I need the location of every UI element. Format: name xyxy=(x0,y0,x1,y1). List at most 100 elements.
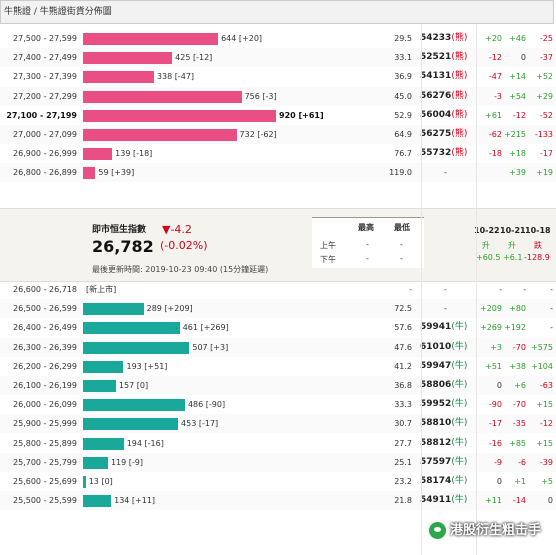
warrant-code-link[interactable]: 52521(熊) xyxy=(420,48,475,67)
high-header: 最高 xyxy=(358,223,374,232)
index-updated-time: 最後更新時間: 2019-10-23 09:40 (15分鐘延遲) xyxy=(92,265,269,274)
distance-pct: - xyxy=(409,285,412,294)
table-row[interactable]: 26,900 - 26,999 139 [-18] 76.7 55732(熊) -18 +… xyxy=(0,144,556,163)
warrant-code: 56275 xyxy=(420,129,452,139)
warrant-code-link[interactable]: 57597(牛) xyxy=(420,453,475,472)
distance-pct: 23.2 xyxy=(394,477,412,486)
daily-change: -9 xyxy=(494,457,502,467)
daily-change: - xyxy=(550,304,553,314)
table-row[interactable]: 26,600 - 26,718 [新上市] - - - - - xyxy=(0,280,556,299)
volume-bar xyxy=(83,495,112,508)
daily-change: +51 xyxy=(485,361,502,371)
warrant-code-link[interactable]: 54911(牛) xyxy=(420,491,475,510)
table-row[interactable]: 26,000 - 26,099 486 [-90] 33.3 59952(牛) -90-… xyxy=(0,395,556,414)
volume-label: 157 [0] xyxy=(118,381,149,390)
table-row[interactable]: 26,800 - 26,899 59 [+39] 119.0 - +39 +19 xyxy=(0,163,556,183)
price-range: 25,800 - 25,899 xyxy=(13,438,77,448)
distance-pct: 33.3 xyxy=(394,400,412,410)
wechat-icon xyxy=(428,521,447,540)
volume-label: [新上市] xyxy=(86,285,117,294)
price-range: 26,400 - 26,499 xyxy=(13,323,77,333)
daily-change: -35 xyxy=(512,419,526,429)
daily-change: -90 xyxy=(488,400,502,410)
table-row[interactable]: 26,500 - 26,599 289 [+209] 72.5 - +209 +80 - xyxy=(0,299,556,319)
daily-change: +269 xyxy=(480,323,502,333)
daily-change: - xyxy=(523,285,526,294)
low-header: 最低 xyxy=(394,223,410,232)
warrant-code: 58812 xyxy=(420,437,452,448)
warrant-code-link[interactable]: 58174(牛) xyxy=(420,472,475,491)
table-row[interactable]: 26,100 - 26,199 157 [0] 36.8 58806(牛) 0 +6 -63 xyxy=(0,376,556,395)
table-row[interactable]: 25,900 - 25,999 453 [-17] 30.7 58810(牛) -17-… xyxy=(0,414,556,434)
warrant-code-link[interactable]: 56004(熊) xyxy=(420,106,475,125)
daily-change: 0 xyxy=(496,381,502,390)
warrant-code-link[interactable]: 59952(牛) xyxy=(420,395,475,414)
warrant-type-tag: (牛) xyxy=(451,456,468,467)
price-range: 27,400 - 27,499 xyxy=(13,53,77,63)
table-row[interactable]: 25,500 - 25,599 134 [+11] 21.8 54911(牛) +11-… xyxy=(0,491,556,511)
table-row[interactable]: 27,000 - 27,099 732 [-62] 64.9 56275(熊) -62 +… xyxy=(0,125,556,144)
watermark: 港股衍生粗击手 xyxy=(428,518,545,544)
daily-change: -52 xyxy=(539,110,553,120)
volume-label: 193 [+51] xyxy=(126,361,168,371)
warrant-code-link[interactable]: 55732(熊) xyxy=(420,144,475,163)
warrant-code-link[interactable]: 56275(熊) xyxy=(420,125,475,144)
table-row[interactable]: 25,600 - 25,699 13 [0] 23.2 58174(牛) 0 +1 +5 xyxy=(0,472,556,491)
warrant-code-link[interactable]: 61010(牛) xyxy=(420,338,475,357)
warrant-code-link[interactable]: 54131(熊) xyxy=(420,67,475,86)
pm-label: 下午 xyxy=(320,255,336,264)
price-range: 26,200 - 26,299 xyxy=(13,361,77,371)
warrant-code: 59952 xyxy=(420,399,452,410)
volume-bar xyxy=(83,437,124,450)
table-row[interactable]: 27,200 - 27,299 756 [-3] 45.0 56276(熊) -3 +54… xyxy=(0,86,556,106)
table-row[interactable]: 27,300 - 27,399 338 [-47] 36.9 54131(熊) -47 +… xyxy=(0,67,556,86)
table-row[interactable]: 26,200 - 26,299 193 [+51] 41.2 59947(牛) +51 +… xyxy=(0,357,556,376)
warrant-code-link[interactable]: 58806(牛) xyxy=(420,376,475,395)
warrant-type-tag: (熊) xyxy=(451,90,468,101)
distance-pct: 76.7 xyxy=(394,149,412,159)
daily-change: +85 xyxy=(509,438,526,448)
table-row[interactable]: 26,300 - 26,399 507 [+3] 47.6 61010(牛) +3 -70… xyxy=(0,337,556,357)
table-row[interactable]: 26,400 - 26,499 461 [+269] 57.6 59941(牛) +26… xyxy=(0,318,556,337)
warrant-code: 59941 xyxy=(420,322,452,333)
daily-change: +192 xyxy=(504,323,526,333)
daily-change: +6 xyxy=(514,381,526,390)
warrant-code-link[interactable]: 58812(牛) xyxy=(420,434,475,453)
daily-change: +215 xyxy=(504,130,526,139)
table-row[interactable]: 27,400 - 27,499 425 [-12] 33.1 52521(熊) -12 0… xyxy=(0,48,556,68)
volume-label: 194 [-16] xyxy=(126,438,164,448)
table-row[interactable]: 25,800 - 25,899 194 [-16] 27.7 58812(牛) -16 +… xyxy=(0,434,556,453)
daily-change: +18 xyxy=(509,149,526,159)
warrant-code-link[interactable]: 58810(牛) xyxy=(420,414,475,433)
daily-change: +575 xyxy=(531,342,553,352)
volume-label: 461 [+269] xyxy=(182,323,229,333)
volume-label: 453 [-17] xyxy=(181,419,219,429)
daily-change: 0 xyxy=(496,477,502,486)
warrant-code-link[interactable]: 54233(熊) xyxy=(420,29,475,48)
warrant-code-link[interactable]: 59941(牛) xyxy=(420,318,475,337)
warrant-code-link[interactable]: 56276(熊) xyxy=(420,87,475,106)
daily-change: +15 xyxy=(536,400,553,410)
warrant-type-tag: (熊) xyxy=(451,33,468,43)
distance-pct: 36.9 xyxy=(394,72,412,82)
daily-change: -133 xyxy=(534,130,553,139)
daily-change: -17 xyxy=(488,419,502,429)
daily-change: +209 xyxy=(480,304,502,314)
table-row[interactable]: 27,100 - 27,199 920 [+61] 52.9 56004(熊) +61-… xyxy=(0,106,556,125)
daily-change: +80 xyxy=(509,304,526,314)
table-row[interactable]: 25,700 - 25,799 119 [-9] 25.1 57597(牛) -9 -6 -… xyxy=(0,452,556,472)
warrant-type-tag: (熊) xyxy=(451,71,468,82)
table-row[interactable]: 27,500 - 27,599 644 [+20] 29.5 54233(熊) +20 +… xyxy=(0,29,556,48)
am-label: 上午 xyxy=(320,241,336,250)
daily-change: +15 xyxy=(536,438,553,448)
column-divider xyxy=(421,24,422,555)
distance-pct: 64.9 xyxy=(394,130,412,139)
pm-low: - xyxy=(400,254,403,263)
distance-pct: 45.0 xyxy=(394,91,412,101)
warrant-code-link[interactable]: 59947(牛) xyxy=(420,357,475,376)
volume-bar xyxy=(83,476,86,488)
volume-bar xyxy=(83,33,219,45)
distance-pct: 25.1 xyxy=(394,457,412,467)
volume-bar xyxy=(83,90,242,103)
am-high: - xyxy=(366,240,369,249)
